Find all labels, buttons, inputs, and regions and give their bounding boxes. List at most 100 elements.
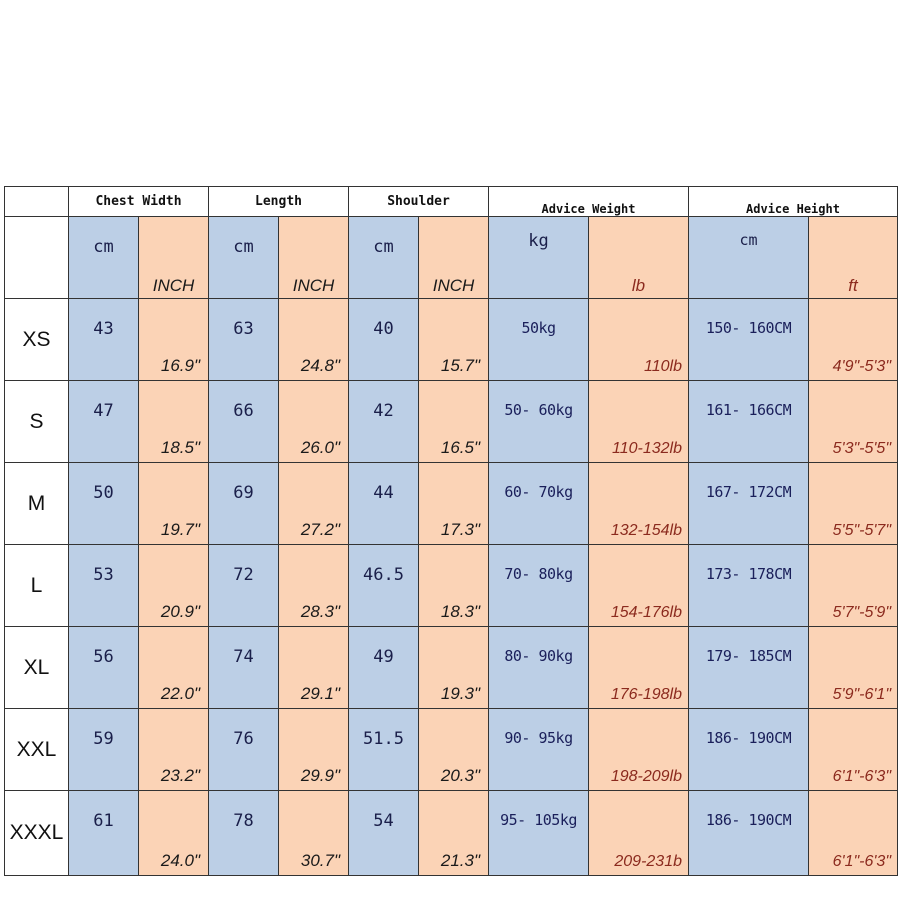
header-shoulder: Shoulder (348, 186, 489, 217)
shoulder-inch-cell: 15.7" (418, 298, 489, 381)
height-ft-cell: 5'7"-5'9" (808, 544, 898, 627)
shoulder-inch-cell: 20.3" (418, 708, 489, 791)
unit-shoulder-cm: cm (348, 216, 419, 299)
weight-lb-cell: 209-231b (588, 790, 689, 876)
table-row: XXXL 61 24.0" 78 30.7" 54 21.3" 95- 105kg 209-23… (4, 790, 898, 876)
table-row: M 50 19.7" 69 27.2" 44 17.3" 60- 70kg 132-154lb 1… (4, 462, 898, 545)
length-inch-cell: 27.2" (278, 462, 349, 545)
unit-shoulder-inch: INCH (418, 216, 489, 299)
length-inch-cell: 24.8" (278, 298, 349, 381)
chest-cm-cell: 59 (68, 708, 139, 791)
shoulder-cm-cell: 49 (348, 626, 419, 709)
height-cm-cell: 150- 160CM (688, 298, 809, 381)
weight-kg-cell: 95- 105kg (488, 790, 589, 876)
header-advice-height: Advice Height (688, 186, 898, 217)
shoulder-inch-cell: 19.3" (418, 626, 489, 709)
size-cell: XS (4, 298, 69, 381)
height-ft-cell: 4'9"-5'3" (808, 298, 898, 381)
weight-kg-cell: 70- 80kg (488, 544, 589, 627)
chest-cm-cell: 61 (68, 790, 139, 876)
chest-cm-cell: 56 (68, 626, 139, 709)
length-inch-cell: 26.0" (278, 380, 349, 463)
weight-lb-cell: 154-176lb (588, 544, 689, 627)
height-ft-cell: 5'3"-5'5" (808, 380, 898, 463)
shoulder-inch-cell: 17.3" (418, 462, 489, 545)
height-cm-cell: 173- 178CM (688, 544, 809, 627)
unit-length-cm: cm (208, 216, 279, 299)
length-inch-cell: 29.9" (278, 708, 349, 791)
shoulder-inch-cell: 18.3" (418, 544, 489, 627)
height-cm-cell: 161- 166CM (688, 380, 809, 463)
table-row: XXL 59 23.2" 76 29.9" 51.5 20.3" 90- 95kg 198-20… (4, 708, 898, 791)
unit-height-cm: cm (688, 216, 809, 299)
size-cell: S (4, 380, 69, 463)
length-inch-cell: 28.3" (278, 544, 349, 627)
table-row: L 53 20.9" 72 28.3" 46.5 18.3" 70- 80kg 154-176l… (4, 544, 898, 627)
header-empty (4, 186, 69, 217)
weight-lb-cell: 132-154lb (588, 462, 689, 545)
table-row: S 47 18.5" 66 26.0" 42 16.5" 50- 60kg 110-132lb 1… (4, 380, 898, 463)
height-cm-cell: 167- 172CM (688, 462, 809, 545)
shoulder-cm-cell: 46.5 (348, 544, 419, 627)
weight-kg-cell: 60- 70kg (488, 462, 589, 545)
size-chart-table: Chest Width Length Shoulder Advice Weigh… (4, 186, 898, 876)
length-cm-cell: 69 (208, 462, 279, 545)
unit-weight-lb: lb (588, 216, 689, 299)
weight-lb-cell: 198-209lb (588, 708, 689, 791)
length-cm-cell: 76 (208, 708, 279, 791)
header-chest-width: Chest Width (68, 186, 209, 217)
header-length: Length (208, 186, 349, 217)
length-cm-cell: 63 (208, 298, 279, 381)
chest-inch-cell: 24.0" (138, 790, 209, 876)
shoulder-cm-cell: 44 (348, 462, 419, 545)
chest-cm-cell: 53 (68, 544, 139, 627)
length-cm-cell: 78 (208, 790, 279, 876)
length-inch-cell: 29.1" (278, 626, 349, 709)
weight-kg-cell: 50kg (488, 298, 589, 381)
size-cell: L (4, 544, 69, 627)
header-row-units: cm INCH cm INCH cm INCH kg lb cm ft (4, 216, 898, 299)
chest-inch-cell: 18.5" (138, 380, 209, 463)
table-row: XL 56 22.0" 74 29.1" 49 19.3" 80- 90kg 176-198lb… (4, 626, 898, 709)
height-ft-cell: 5'5"-5'7" (808, 462, 898, 545)
table-row: XS 43 16.9" 63 24.8" 40 15.7" 50kg 110lb 150- 160… (4, 298, 898, 381)
shoulder-cm-cell: 40 (348, 298, 419, 381)
height-ft-cell: 6'1"-6'3" (808, 790, 898, 876)
unit-weight-kg: kg (488, 216, 589, 299)
shoulder-cm-cell: 54 (348, 790, 419, 876)
shoulder-inch-cell: 21.3" (418, 790, 489, 876)
length-cm-cell: 74 (208, 626, 279, 709)
unit-chest-cm: cm (68, 216, 139, 299)
height-ft-cell: 5'9"-6'1" (808, 626, 898, 709)
size-cell: M (4, 462, 69, 545)
length-cm-cell: 72 (208, 544, 279, 627)
size-cell: XXL (4, 708, 69, 791)
unit-length-inch: INCH (278, 216, 349, 299)
weight-kg-cell: 80- 90kg (488, 626, 589, 709)
chest-inch-cell: 23.2" (138, 708, 209, 791)
chest-cm-cell: 50 (68, 462, 139, 545)
unit-chest-inch: INCH (138, 216, 209, 299)
chest-inch-cell: 20.9" (138, 544, 209, 627)
height-cm-cell: 186- 190CM (688, 790, 809, 876)
chest-inch-cell: 19.7" (138, 462, 209, 545)
weight-lb-cell: 110-132lb (588, 380, 689, 463)
height-cm-cell: 186- 190CM (688, 708, 809, 791)
size-cell: XXXL (4, 790, 69, 876)
shoulder-cm-cell: 51.5 (348, 708, 419, 791)
size-cell: XL (4, 626, 69, 709)
weight-kg-cell: 90- 95kg (488, 708, 589, 791)
chest-inch-cell: 22.0" (138, 626, 209, 709)
unit-empty (4, 216, 69, 299)
height-ft-cell: 6'1"-6'3" (808, 708, 898, 791)
shoulder-inch-cell: 16.5" (418, 380, 489, 463)
header-advice-weight: Advice Weight (488, 186, 689, 217)
weight-kg-cell: 50- 60kg (488, 380, 589, 463)
height-cm-cell: 179- 185CM (688, 626, 809, 709)
weight-lb-cell: 110lb (588, 298, 689, 381)
unit-height-ft: ft (808, 216, 898, 299)
chest-cm-cell: 43 (68, 298, 139, 381)
chest-inch-cell: 16.9" (138, 298, 209, 381)
length-cm-cell: 66 (208, 380, 279, 463)
weight-lb-cell: 176-198lb (588, 626, 689, 709)
